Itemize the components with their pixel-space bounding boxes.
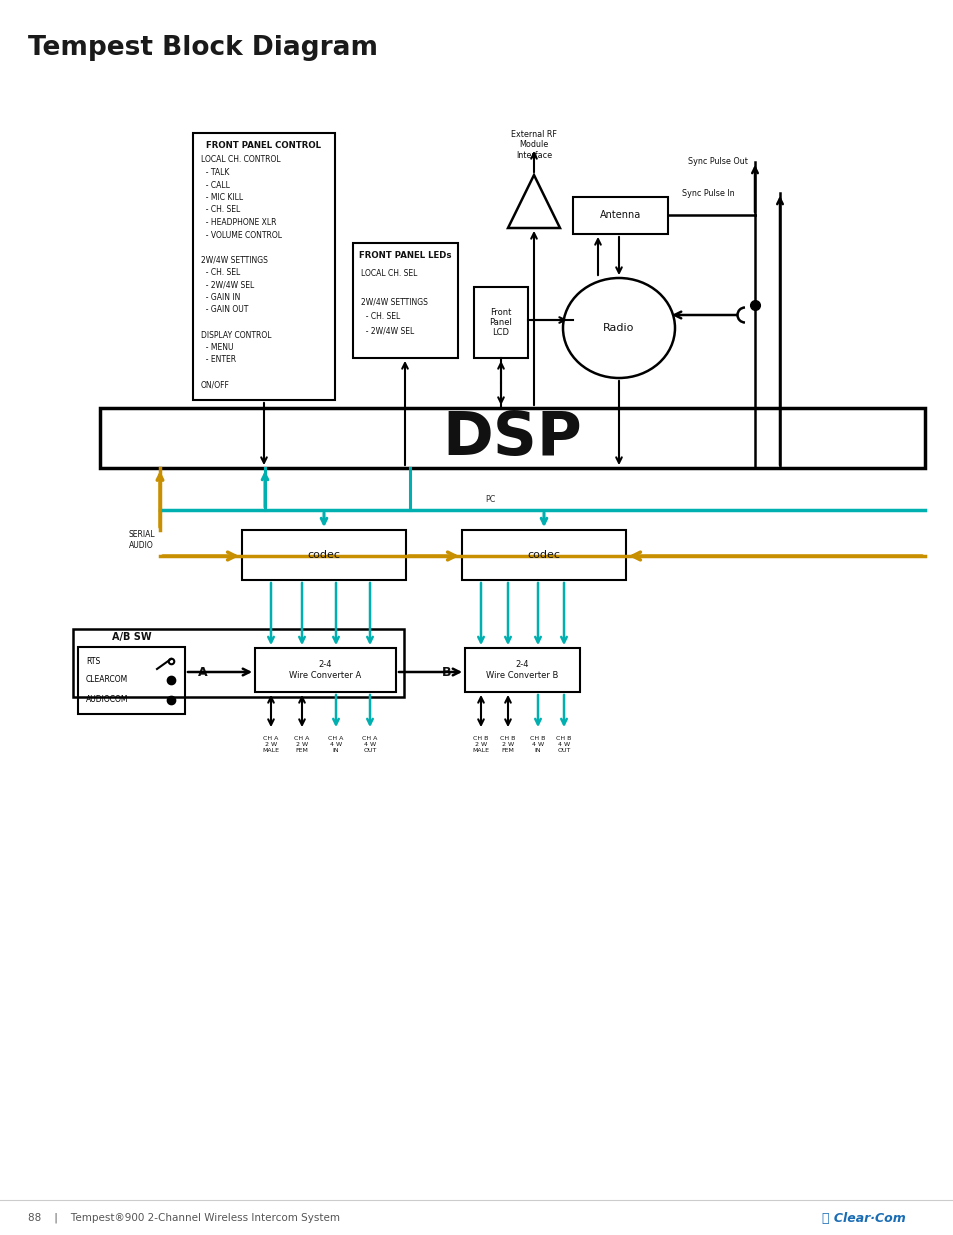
Text: Ⓢ Clear·Com: Ⓢ Clear·Com [821,1212,905,1224]
Text: CLEARCOM: CLEARCOM [86,676,128,684]
Text: ON/OFF: ON/OFF [201,380,230,389]
Text: - ENTER: - ENTER [201,356,236,364]
Text: External RF
Module
Interface: External RF Module Interface [511,130,557,159]
Text: FRONT PANEL CONTROL: FRONT PANEL CONTROL [206,142,321,151]
Text: - HEADPHONE XLR: - HEADPHONE XLR [201,219,276,227]
Text: CH A
4 W
IN: CH A 4 W IN [328,736,343,753]
Text: 2-4
Wire Converter A: 2-4 Wire Converter A [289,661,361,679]
Text: LOCAL CH. SEL: LOCAL CH. SEL [360,268,416,278]
Bar [474,287,527,358]
Bar [573,198,667,233]
Text: - MIC KILL: - MIC KILL [201,193,243,203]
Text: PC: PC [484,495,495,504]
Text: - TALK: - TALK [201,168,229,177]
Text: CH B
4 W
OUT: CH B 4 W OUT [556,736,571,753]
Text: Sync Pulse In: Sync Pulse In [681,189,734,198]
Text: AUDIOCOM: AUDIOCOM [86,695,129,704]
Text: - CALL: - CALL [201,180,230,189]
Text: CH A
2 W
FEM: CH A 2 W FEM [294,736,310,753]
Text: Tempest Block Diagram: Tempest Block Diagram [28,35,377,61]
Text: - 2W/4W SEL: - 2W/4W SEL [360,326,414,336]
Text: 2W/4W SETTINGS: 2W/4W SETTINGS [360,298,428,306]
Text: 88    |    Tempest®900 2-Channel Wireless Intercom System: 88 | Tempest®900 2-Channel Wireless Inte… [28,1213,339,1223]
Text: Front
Panel
LCD: Front Panel LCD [489,308,512,337]
Text: SERIAL
AUDIO: SERIAL AUDIO [129,530,154,550]
Text: - CH. SEL: - CH. SEL [360,312,400,321]
Text: CH A
2 W
MALE: CH A 2 W MALE [262,736,279,753]
Text: - MENU: - MENU [201,343,233,352]
Text: - CH. SEL: - CH. SEL [201,268,240,277]
Text: - VOLUME CONTROL: - VOLUME CONTROL [201,231,282,240]
Text: - 2W/4W SEL: - 2W/4W SEL [201,280,254,289]
Text: - CH. SEL: - CH. SEL [201,205,240,215]
Bar [100,408,924,468]
Bar [254,648,395,692]
Text: CH A
4 W
OUT: CH A 4 W OUT [362,736,377,753]
Bar [242,530,406,580]
Bar [193,133,335,400]
Text: LOCAL CH. CONTROL: LOCAL CH. CONTROL [201,156,280,164]
Text: codec: codec [527,550,560,559]
Text: RTS: RTS [86,657,100,666]
Text: Radio: Radio [602,324,634,333]
Text: A: A [198,666,208,678]
Bar [461,530,625,580]
Text: 2W/4W SETTINGS: 2W/4W SETTINGS [201,256,268,264]
Text: - GAIN IN: - GAIN IN [201,293,240,303]
Text: CH B
4 W
IN: CH B 4 W IN [530,736,545,753]
Text: DSP: DSP [442,409,581,468]
Text: CH B
2 W
MALE: CH B 2 W MALE [472,736,489,753]
Text: Sync Pulse Out: Sync Pulse Out [687,158,747,167]
Text: A/B SW: A/B SW [112,632,152,642]
Text: codec: codec [307,550,340,559]
Bar [73,629,403,697]
Text: - GAIN OUT: - GAIN OUT [201,305,248,315]
Bar [78,647,185,714]
Bar [464,648,579,692]
Text: CH B
2 W
FEM: CH B 2 W FEM [499,736,516,753]
Text: FRONT PANEL LEDs: FRONT PANEL LEDs [359,252,452,261]
Text: B: B [442,666,452,678]
Text: Antenna: Antenna [599,210,640,221]
Text: 2-4
Wire Converter B: 2-4 Wire Converter B [486,661,558,679]
Text: DISPLAY CONTROL: DISPLAY CONTROL [201,331,272,340]
Bar [353,243,457,358]
